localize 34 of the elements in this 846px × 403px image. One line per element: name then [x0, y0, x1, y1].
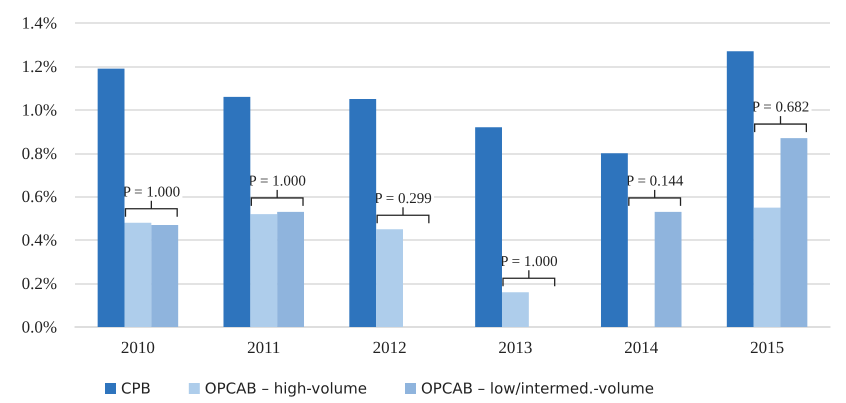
y-tick-label: 1.0%	[22, 100, 57, 120]
y-tick-label: 0.4%	[22, 230, 57, 250]
annotation: P = 0.682	[752, 100, 810, 116]
y-tick-label: 0.6%	[22, 187, 57, 206]
bar	[475, 127, 502, 327]
x-tick-label: 2013	[498, 338, 532, 357]
bar	[376, 229, 404, 327]
x-tick-label: 2010	[120, 338, 155, 357]
x-tick-label: 2014	[624, 338, 659, 357]
bar	[726, 51, 754, 327]
legend-label: OPCAB – high-volume	[204, 380, 368, 398]
bar	[277, 212, 304, 327]
bar	[754, 208, 781, 327]
bar	[124, 222, 152, 327]
legend-label: CPB	[121, 380, 151, 398]
bar	[600, 153, 628, 327]
x-tick-label: 2011	[247, 338, 280, 357]
y-tick-label: 0.0%	[22, 318, 57, 336]
annotation: P = 0.299	[374, 190, 432, 207]
y-tick-label: 1.4%	[22, 14, 57, 32]
y-tick-label: 0.2%	[22, 274, 57, 294]
bar	[98, 68, 124, 327]
x-tick-label: 2012	[372, 338, 407, 357]
bar	[151, 224, 178, 327]
bar	[250, 214, 278, 327]
bar	[780, 138, 808, 327]
x-tick-label: 2015	[750, 338, 784, 357]
legend-label: OPCAB – low/intermed.-volume	[421, 380, 654, 398]
bar	[349, 99, 376, 327]
y-tick-label: 0.8%	[22, 144, 57, 163]
bar	[223, 96, 250, 327]
y-tick-label: 1.2%	[22, 56, 57, 76]
bar	[654, 212, 682, 327]
bar	[502, 292, 529, 327]
